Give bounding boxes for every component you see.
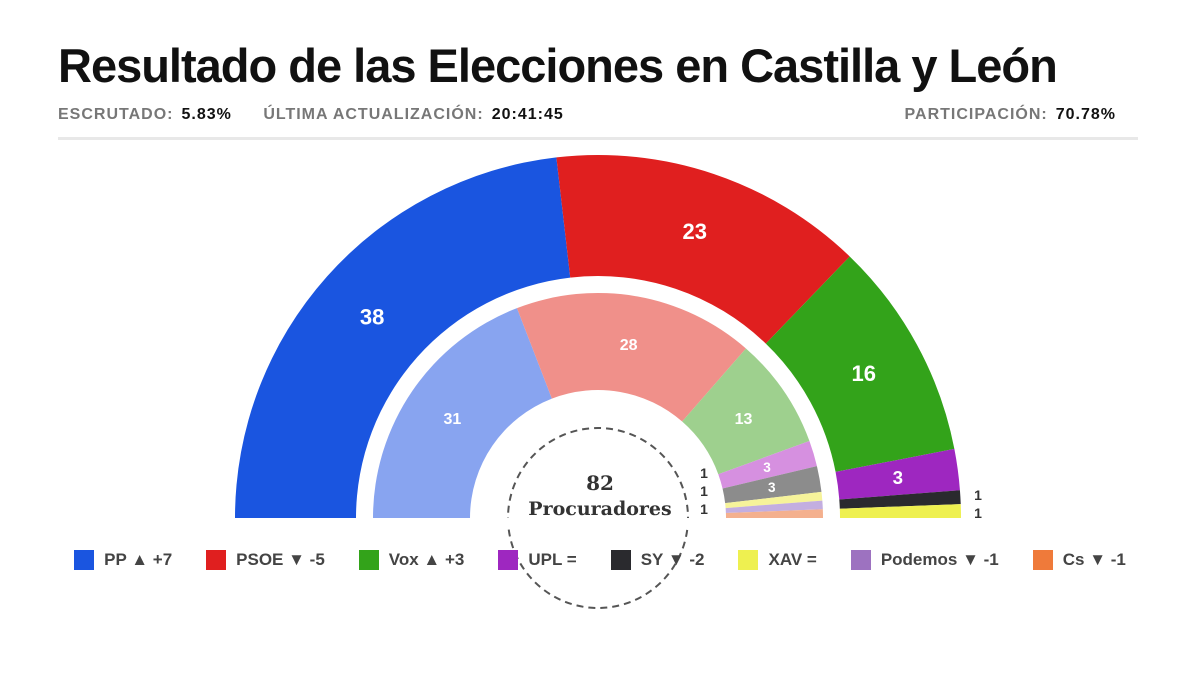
- inner-label-cs: 1: [700, 501, 708, 517]
- outer-segment-xav: [839, 504, 961, 518]
- legend-item: PP ▲ +7: [74, 548, 172, 572]
- legend-label: Podemos ▼ -1: [880, 550, 999, 569]
- inner-segment-pp: [373, 308, 552, 518]
- outer-segment-pp: [235, 157, 571, 519]
- inner-label-vox: 13: [735, 411, 753, 428]
- legend-label: XAV =: [768, 550, 817, 569]
- legend-item: XAV =: [738, 548, 817, 572]
- legend-label: Cs ▼ -1: [1062, 550, 1126, 569]
- legend-item: Podemos ▼ -1: [850, 548, 999, 572]
- escrutado-label: ESCRUTADO:: [58, 106, 174, 123]
- actualizacion-value: 20:41:45: [491, 106, 564, 123]
- outer-label-upl: 3: [893, 467, 903, 488]
- legend-item: UPL =: [498, 548, 577, 572]
- divider: [58, 137, 1138, 140]
- legend: PP ▲ +7 PSOE ▼ -5 Vox ▲ +3 UPL = SY ▼ -2 XAV …: [60, 548, 1140, 572]
- meta-left: ESCRUTADO: 5.83% ÚLTIMA ACTUALIZACIÓN: 20:…: [58, 106, 590, 124]
- outer-segment-psoe: [556, 155, 850, 344]
- center-label: Procuradores: [528, 498, 671, 520]
- inner-label-upl: 3: [763, 460, 771, 475]
- legend-label: SY ▼ -2: [640, 550, 705, 569]
- legend-swatch: [74, 550, 95, 570]
- inner-segment-podemos: [725, 500, 823, 514]
- legend-swatch: [498, 550, 519, 570]
- center-total: 82: [586, 471, 614, 495]
- participacion-value: 70.78%: [1055, 106, 1116, 123]
- center-mask: [490, 518, 710, 528]
- outer-label-xav: 1: [974, 505, 982, 521]
- page-title: Resultado de las Elecciones en Castilla …: [58, 39, 1058, 92]
- legend-swatch: [1032, 550, 1053, 570]
- legend-label: PP ▲ +7: [104, 550, 173, 569]
- inner-segment-cs: [725, 509, 823, 518]
- legend-swatch: [610, 550, 631, 570]
- legend-swatch: [850, 550, 871, 570]
- inner-segment-sy: [722, 466, 822, 504]
- legend-item: Vox ▲ +3: [358, 548, 465, 572]
- inner-label-pp: 31: [444, 411, 462, 428]
- inner-segment-upl: [718, 441, 817, 489]
- legend-item: PSOE ▼ -5: [206, 548, 325, 572]
- outer-label-psoe: 23: [683, 219, 707, 244]
- outer-segment-vox: [765, 256, 955, 472]
- outer-segment-upl: [835, 448, 960, 500]
- legend-swatch: [358, 550, 379, 570]
- escrutado-value: 5.83%: [181, 106, 232, 123]
- meta-right: PARTICIPACIÓN: 70.78%: [905, 106, 1116, 124]
- inner-segment-xav: [725, 491, 823, 509]
- inner-segment-vox: [682, 348, 810, 475]
- inner-segment-psoe: [516, 293, 746, 422]
- participacion-label: PARTICIPACIÓN:: [904, 106, 1048, 123]
- inner-label-psoe: 28: [620, 337, 638, 354]
- outer-label-sy: 1: [974, 487, 982, 503]
- inner-label-sy: 3: [768, 480, 776, 495]
- inner-label-xav: 1: [700, 465, 708, 481]
- inner-label-podemos: 1: [700, 483, 708, 499]
- legend-label: Vox ▲ +3: [388, 550, 465, 569]
- legend-label: PSOE ▼ -5: [236, 550, 325, 569]
- outer-label-vox: 16: [852, 361, 876, 386]
- legend-label: UPL =: [528, 550, 577, 569]
- outer-label-pp: 38: [360, 304, 384, 329]
- legend-swatch: [206, 550, 227, 570]
- outer-segment-sy: [839, 490, 961, 509]
- legend-item: SY ▼ -2: [610, 548, 705, 572]
- legend-swatch: [738, 550, 759, 570]
- actualizacion-label: ÚLTIMA ACTUALIZACIÓN:: [263, 106, 484, 123]
- legend-item: Cs ▼ -1: [1032, 548, 1126, 572]
